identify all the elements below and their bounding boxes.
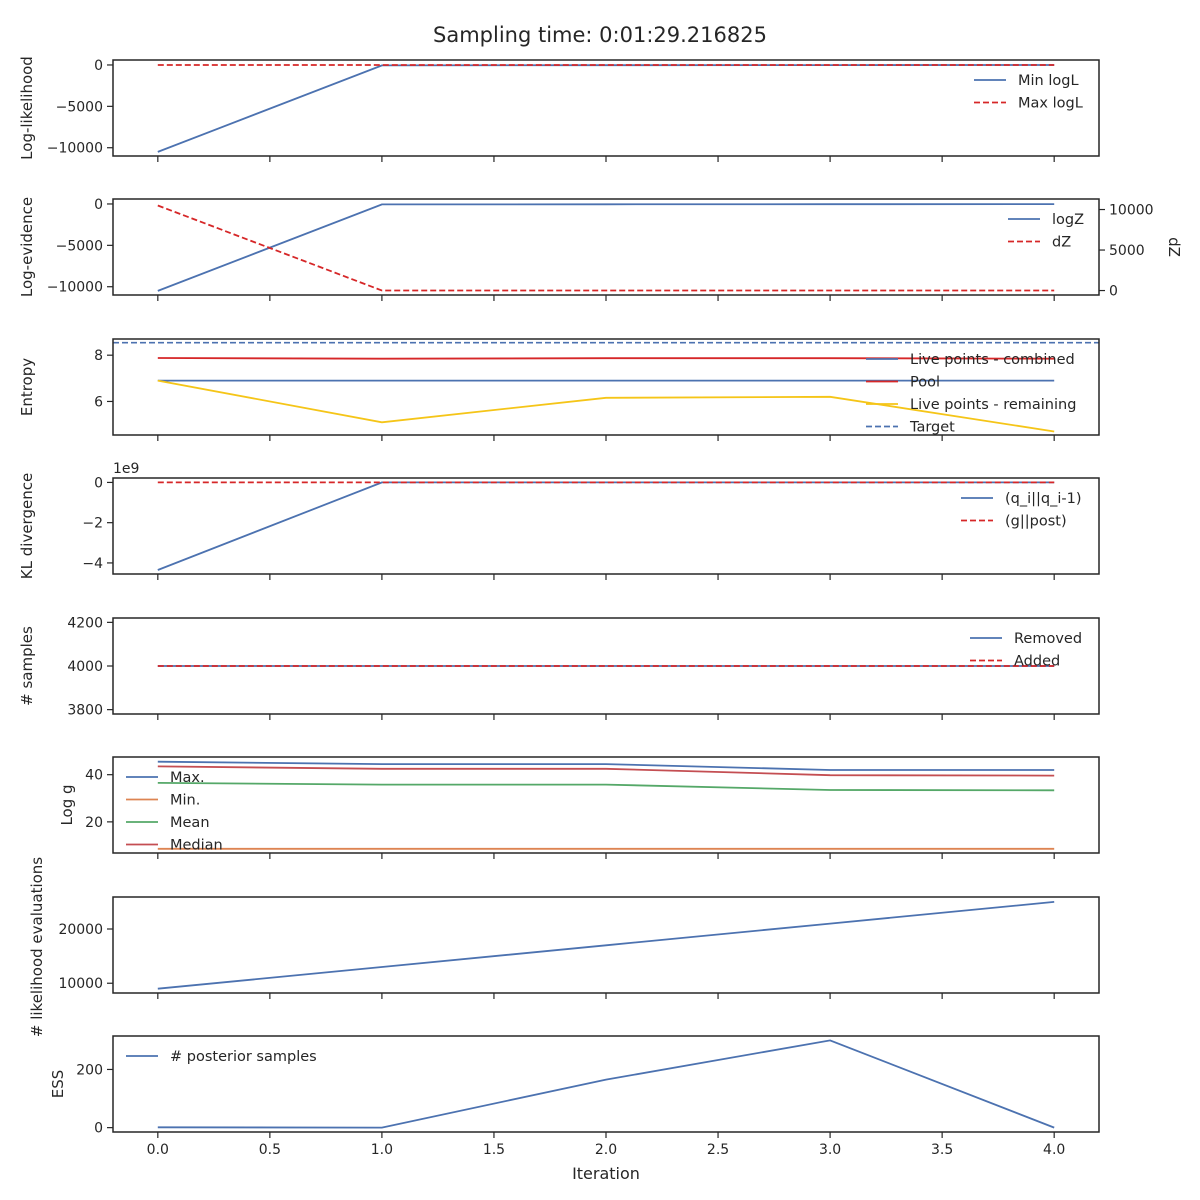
series-line-0 xyxy=(157,901,1055,990)
y-tick-label: 0 xyxy=(94,58,103,74)
y-tick-label: 40 xyxy=(85,768,103,784)
legend: Max. Min. Mean Median xyxy=(126,770,223,854)
x-tick-label: 2.5 xyxy=(707,1142,729,1158)
panel-evals: 10000 20000 # likelihood evaluations xyxy=(28,857,1100,1037)
legend: Live points - combined Pool Live points - … xyxy=(866,352,1076,436)
y-offset-label: 1e9 xyxy=(113,461,139,477)
y-tick-label: −5000 xyxy=(56,238,103,254)
y-tick-label: 20 xyxy=(85,815,103,831)
legend-label-3: Median xyxy=(170,838,223,854)
axes-frame xyxy=(112,756,1100,854)
y-tick-label: 20000 xyxy=(58,922,103,938)
x-tick-labels: 0.0 0.5 1.0 1.5 2.0 2.5 3.0 3.5 4.0 xyxy=(147,1142,1066,1158)
y-tick-label: 10000 xyxy=(58,976,103,992)
x-tick-label: 0.0 xyxy=(147,1142,169,1158)
y-tick-label: −4 xyxy=(82,556,103,572)
legend-label-0: Removed xyxy=(1014,631,1082,647)
series-line-0 xyxy=(157,760,1055,771)
legend-label-1: Max logL xyxy=(1018,96,1083,112)
legend: Removed Added xyxy=(970,631,1082,670)
axes-frame xyxy=(112,477,1100,575)
legend-label-0: logZ xyxy=(1052,212,1084,228)
axes-frame xyxy=(112,1035,1100,1133)
legend: logZ dZ xyxy=(1008,212,1084,251)
panel-samples: 3800 4000 4200 # samples Removed Added xyxy=(18,615,1100,720)
x-tick-label: 4.0 xyxy=(1043,1142,1065,1158)
y-tick-label: 3800 xyxy=(67,703,103,719)
y-tick-label: 200 xyxy=(76,1062,103,1078)
x-tick-label: 1.5 xyxy=(483,1142,505,1158)
figure-title: Sampling time: 0:01:29.216825 xyxy=(433,23,767,47)
y-tick-label: 6 xyxy=(94,394,103,410)
series-line-0 xyxy=(157,64,1055,153)
y-tick-label: 8 xyxy=(94,348,103,364)
legend-label-1: Added xyxy=(1014,654,1060,670)
y-tick-label: 0 xyxy=(94,1121,103,1137)
series-line-3 xyxy=(157,765,1055,777)
legend-label-2: Mean xyxy=(170,815,210,831)
legend-label-1: Min. xyxy=(170,793,200,809)
legend-label-3: Target xyxy=(909,420,955,436)
y-tick-label: −2 xyxy=(82,516,103,532)
legend-label-2: Live points - remaining xyxy=(910,397,1076,413)
x-tick-label: 1.0 xyxy=(371,1142,393,1158)
x-tick-label: 3.5 xyxy=(931,1142,953,1158)
right-tick-label: 10000 xyxy=(1109,203,1154,219)
legend-label-0: Max. xyxy=(170,770,205,786)
legend-label-0: # posterior samples xyxy=(170,1049,317,1065)
y-axis-label: Log-likelihood xyxy=(18,56,36,160)
series-line-0 xyxy=(157,481,1055,571)
right-axis-label: dZ xyxy=(1165,237,1183,257)
panel-logg: 20 40 Log g Max. Min. Mean Median xyxy=(58,756,1100,859)
legend-label-1: Pool xyxy=(910,375,940,391)
y-tick-label: 4200 xyxy=(67,615,103,631)
x-axis-label: Iteration xyxy=(572,1164,640,1183)
legend: (q_i||q_i-1) (g||post) xyxy=(961,491,1082,530)
series-line-0 xyxy=(157,203,1055,292)
y-axis-label: # samples xyxy=(18,626,36,706)
y-tick-label: −10000 xyxy=(47,280,103,296)
panel-logl: 0 −5000 −10000 Log-likelihood Min logL Max lo… xyxy=(18,56,1100,162)
x-tick-label: 3.0 xyxy=(819,1142,841,1158)
legend-label-1: dZ xyxy=(1052,235,1071,251)
y-axis-label: ESS xyxy=(49,1070,67,1099)
legend-label-0: Live points - combined xyxy=(910,352,1075,368)
panel-ess: 0 200 ESS # posterior samples xyxy=(49,1035,1100,1138)
y-tick-label: 0 xyxy=(94,475,103,491)
y-axis-label: Log-evidence xyxy=(18,197,36,297)
series-line-2 xyxy=(157,782,1055,792)
series-line-1 xyxy=(157,357,1055,360)
legend-label-1: (g||post) xyxy=(1005,514,1067,530)
x-tick-label: 2.0 xyxy=(595,1142,617,1158)
legend: # posterior samples xyxy=(126,1049,317,1065)
y-axis-label: KL divergence xyxy=(18,473,36,579)
axes-frame xyxy=(112,338,1100,436)
panels-group: 0 −5000 −10000 Log-likelihood Min logL Max lo… xyxy=(18,56,1183,1158)
y-tick-label: −10000 xyxy=(47,141,103,157)
axes-frame xyxy=(112,198,1100,296)
legend-label-0: (q_i||q_i-1) xyxy=(1005,491,1082,507)
x-tick-label: 0.5 xyxy=(259,1142,281,1158)
y-tick-label: 0 xyxy=(94,197,103,213)
right-tick-label: 5000 xyxy=(1109,243,1145,259)
right-tick-label: 0 xyxy=(1109,284,1118,300)
series-line-1 xyxy=(157,204,1055,292)
axes-frame xyxy=(112,896,1100,994)
series-line-0 xyxy=(157,1039,1055,1129)
series-line-2 xyxy=(157,379,1055,433)
y-tick-label: 4000 xyxy=(67,659,103,675)
panel-kl: 0 −2 −4 1e9 KL divergence (q_i||q_i-1) (g||pos… xyxy=(18,461,1100,580)
y-axis-label: # likelihood evaluations xyxy=(28,857,46,1037)
legend-label-0: Min logL xyxy=(1018,73,1079,89)
y-axis-label: Log g xyxy=(58,784,76,825)
axes-frame xyxy=(112,617,1100,715)
y-axis-label: Entropy xyxy=(18,358,36,416)
axes-frame xyxy=(112,59,1100,157)
legend: Min logL Max logL xyxy=(974,73,1083,112)
y-tick-label: −5000 xyxy=(56,99,103,115)
